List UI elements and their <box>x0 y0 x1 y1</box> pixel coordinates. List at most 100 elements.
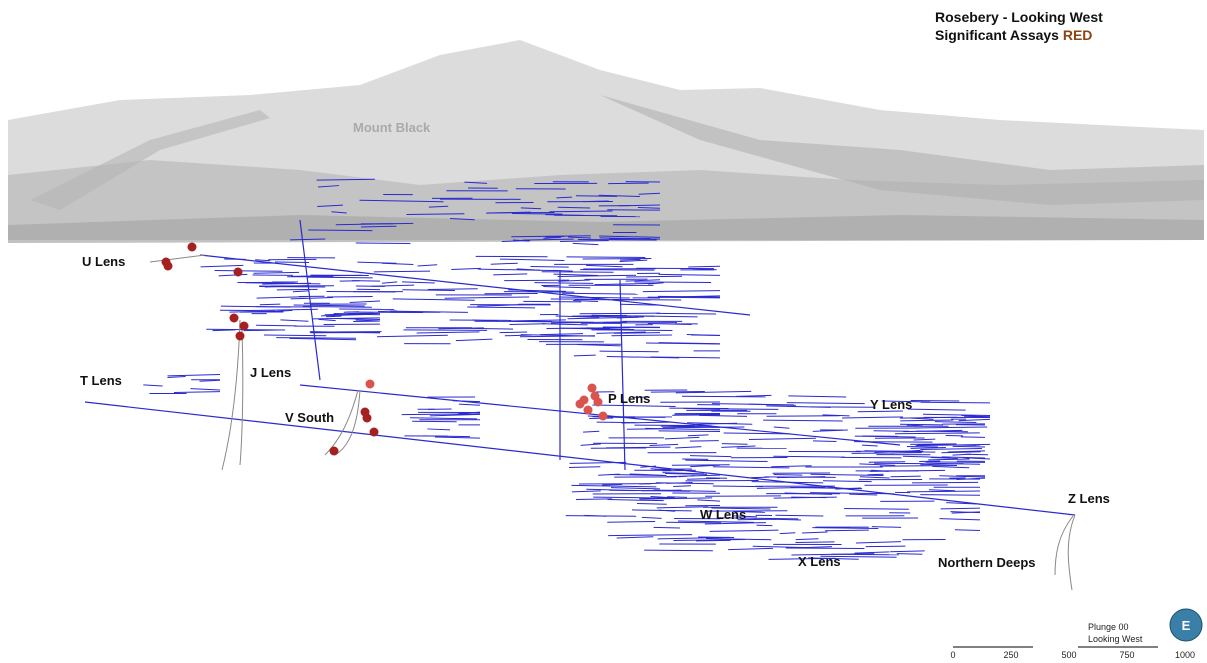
working-drive <box>573 354 596 357</box>
working-drive <box>649 443 679 447</box>
working-drive <box>658 273 721 276</box>
scale-label: 1000 <box>1175 650 1195 660</box>
working-drive <box>688 265 721 268</box>
working-drive <box>913 438 936 441</box>
working-drive <box>842 416 903 419</box>
working-drive <box>763 419 843 422</box>
working-drive <box>690 464 721 468</box>
working-drive <box>553 273 599 276</box>
working-drive <box>551 321 628 324</box>
drill-hole <box>1067 514 1076 591</box>
working-drive <box>868 461 906 463</box>
view-direction: Looking West <box>1088 634 1143 644</box>
working-drive <box>857 410 903 413</box>
working-drive <box>501 239 531 242</box>
working-drive <box>912 426 988 429</box>
working-drive <box>813 440 837 443</box>
working-drive <box>634 315 698 318</box>
working-drive <box>377 310 397 313</box>
working-drive <box>582 257 652 260</box>
working-drive <box>360 225 397 228</box>
lens-label: V South <box>285 410 334 425</box>
working-drive <box>647 322 692 326</box>
working-drive <box>337 318 381 320</box>
working-drive <box>662 472 705 475</box>
working-drive <box>455 338 493 342</box>
working-drive <box>662 426 745 429</box>
working-drive <box>924 462 981 465</box>
workings <box>84 178 1076 560</box>
working-drive <box>947 450 986 453</box>
working-drive <box>334 313 381 316</box>
working-drive <box>467 306 536 309</box>
working-drive <box>472 319 499 322</box>
working-drive <box>557 206 591 209</box>
working-drive <box>673 538 746 542</box>
working-drive <box>423 435 470 438</box>
working-drive <box>402 281 435 284</box>
main-decline <box>619 279 626 471</box>
working-drive <box>566 256 646 259</box>
working-drive <box>522 238 574 241</box>
working-drive <box>822 480 872 483</box>
assay-point <box>163 261 173 271</box>
working-drive <box>686 334 721 337</box>
working-drive <box>373 270 431 273</box>
working-drive <box>250 308 318 312</box>
working-drive <box>316 178 375 181</box>
working-drive <box>458 403 481 406</box>
working-drive <box>575 498 613 501</box>
assay-point <box>229 313 239 323</box>
working-drive <box>596 421 639 424</box>
working-drive <box>543 236 562 239</box>
working-drive <box>658 295 721 298</box>
working-drive <box>859 463 896 466</box>
working-drive <box>728 547 773 551</box>
working-drive <box>709 529 779 532</box>
working-drive <box>571 490 601 493</box>
working-drive <box>556 196 573 199</box>
working-drive <box>890 475 921 478</box>
working-drive <box>499 331 528 334</box>
scale-label: 750 <box>1119 650 1134 660</box>
working-drive <box>903 429 963 433</box>
working-drive <box>644 549 713 552</box>
working-drive <box>664 436 700 440</box>
working-drive <box>229 310 275 313</box>
assay-point <box>329 446 339 456</box>
subtitle: Significant Assays RED <box>935 27 1092 43</box>
working-drive <box>444 296 530 299</box>
working-drive <box>276 337 356 339</box>
working-drive <box>961 414 991 418</box>
working-drive <box>276 288 318 291</box>
working-drive <box>690 455 732 458</box>
working-drive <box>270 309 293 313</box>
working-drive <box>871 526 902 528</box>
working-drive <box>583 430 600 433</box>
assay-point <box>233 267 243 277</box>
working-drive <box>318 185 340 188</box>
working-drive <box>721 443 748 445</box>
working-drive <box>602 483 623 486</box>
working-drive <box>280 319 309 322</box>
scale-label: 0 <box>950 650 955 660</box>
working-drive <box>259 303 281 306</box>
working-drive <box>658 509 676 512</box>
working-drive <box>417 264 438 267</box>
working-drive <box>167 376 186 379</box>
working-drive <box>658 430 721 432</box>
working-drive <box>293 304 365 307</box>
working-drive <box>371 284 415 287</box>
working-drive <box>616 536 654 539</box>
working-drive <box>256 324 297 327</box>
working-drive <box>377 334 448 338</box>
working-drive <box>290 238 326 241</box>
plunge: Plunge 00 <box>1088 622 1129 632</box>
working-drive <box>855 541 901 544</box>
working-drive <box>665 473 708 475</box>
working-drive <box>331 211 347 214</box>
working-drive <box>392 298 475 301</box>
working-drive <box>748 403 796 406</box>
drill-hole <box>334 389 361 456</box>
working-drive <box>302 306 372 308</box>
